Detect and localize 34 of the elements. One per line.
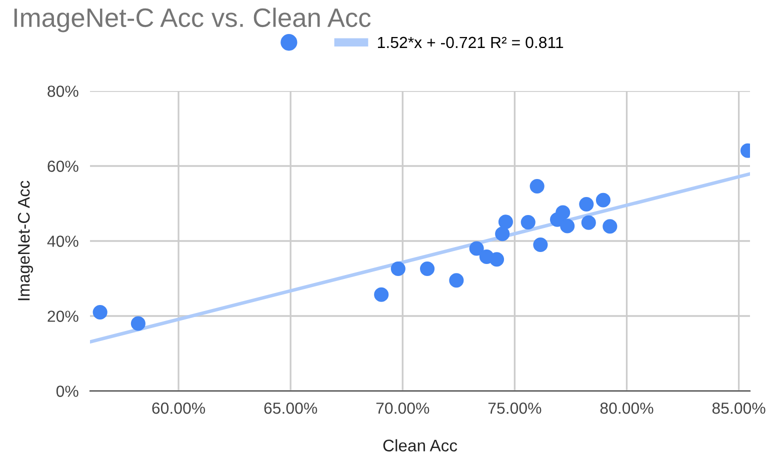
x-tick-label: 65.00% [264, 402, 318, 414]
point [495, 226, 510, 242]
point [390, 261, 406, 276]
y-tick-label: 80% [48, 86, 78, 97]
point [489, 252, 504, 267]
point [520, 214, 536, 230]
y-tick-label: 60% [48, 160, 78, 172]
chart-title: ImageNet-C Acc vs. Clean Acc [14, 8, 371, 32]
point [560, 218, 575, 234]
point [533, 237, 548, 252]
point [469, 241, 484, 256]
point [530, 178, 544, 194]
point [581, 215, 596, 230]
point [596, 192, 610, 208]
y-tick-label: 40% [47, 236, 78, 247]
y-tick-label: 0% [56, 386, 78, 397]
legend-label: 1.52*x + -0.721 R² = 0.811 [378, 36, 564, 48]
point [449, 273, 464, 288]
point [92, 304, 108, 320]
x-axis-title: Clean Acc [383, 439, 458, 452]
point [556, 205, 570, 220]
y-tick-label: 20% [48, 310, 78, 322]
x-tick-label: 60.00% [152, 402, 206, 414]
point [420, 261, 435, 276]
point [579, 196, 594, 212]
point [498, 214, 514, 230]
x-tick-label: 85.00% [712, 402, 766, 414]
x-tick-label: 70.00% [376, 402, 430, 414]
point [130, 316, 146, 331]
point [602, 219, 618, 234]
point [374, 287, 389, 302]
x-tick-label: 75.00% [488, 402, 542, 414]
y-axis-title: ImageNet-C Acc [18, 180, 34, 300]
x-tick-label: 80.00% [600, 402, 654, 414]
